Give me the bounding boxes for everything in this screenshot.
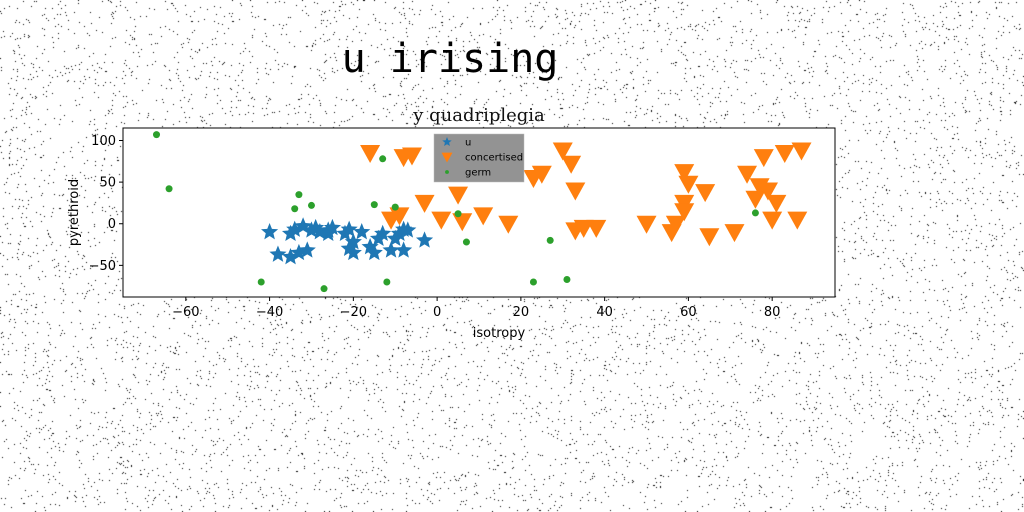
point-u-28	[395, 241, 413, 258]
point-concertised-17	[573, 219, 594, 238]
point-concertised-21	[665, 215, 686, 234]
y-tick-label: 100	[91, 134, 116, 149]
point-u-23	[374, 224, 392, 242]
point-concertised-18	[586, 219, 607, 238]
x-tick-label: −20	[340, 305, 367, 320]
point-germ-0	[153, 131, 161, 139]
point-germ-16	[751, 209, 759, 217]
point-germ-1	[165, 185, 173, 193]
point-germ-8	[379, 155, 387, 163]
point-germ-10	[391, 203, 399, 211]
point-concertised-34	[762, 211, 783, 230]
point-germ-5	[307, 201, 315, 209]
y-tick-label: −50	[89, 259, 116, 274]
point-concertised-19	[636, 215, 657, 234]
legend-marker-u	[442, 137, 452, 146]
figure-suptitle: u irising	[341, 36, 559, 82]
point-concertised-10	[498, 215, 519, 234]
legend-label-u: u	[465, 138, 471, 149]
point-concertised-24	[674, 203, 695, 222]
point-concertised-36	[774, 144, 795, 163]
point-concertised-22	[674, 164, 695, 183]
x-tick-label: 40	[596, 305, 613, 320]
legend-marker-concertised	[441, 152, 453, 163]
point-u-18	[344, 243, 362, 261]
y-tick-label: 0	[108, 217, 116, 232]
point-u-21	[365, 243, 383, 261]
point-concertised-7	[448, 186, 469, 205]
point-germ-11	[454, 210, 462, 218]
point-germ-7	[370, 201, 378, 209]
x-tick-label: 0	[433, 305, 441, 320]
point-u-1	[269, 245, 287, 262]
point-germ-13	[529, 278, 537, 286]
point-concertised-37	[787, 211, 808, 230]
y-tick-label: 50	[99, 176, 116, 191]
point-germ-14	[546, 236, 554, 244]
point-u-8	[302, 221, 321, 238]
axes-frame	[122, 127, 836, 298]
point-u-30	[415, 231, 434, 248]
point-concertised-15	[565, 182, 586, 201]
point-concertised-4	[401, 147, 422, 166]
point-concertised-9	[473, 207, 494, 226]
point-concertised-25	[678, 175, 699, 194]
point-concertised-12	[531, 165, 552, 184]
point-germ-2	[257, 278, 265, 286]
point-u-2	[281, 248, 300, 265]
point-u-17	[344, 233, 362, 250]
point-u-15	[340, 220, 358, 237]
legend-label-concertised: concertised	[465, 153, 523, 164]
point-concertised-2	[389, 207, 410, 226]
legend-label-germ: germ	[465, 168, 491, 179]
point-concertised-35	[766, 194, 787, 213]
legend: u concertised germ	[433, 133, 525, 183]
point-u-29	[399, 221, 417, 238]
point-concertised-6	[431, 211, 452, 230]
point-u-7	[298, 241, 316, 258]
point-u-0	[261, 223, 279, 240]
point-germ-12	[462, 238, 470, 246]
point-germ-6	[320, 285, 328, 293]
point-germ-3	[291, 205, 299, 213]
point-concertised-26	[695, 184, 716, 203]
point-concertised-27	[699, 228, 720, 247]
x-axis-label: isotropy	[473, 326, 526, 341]
point-concertised-32	[753, 149, 774, 168]
point-u-24	[382, 241, 400, 258]
point-concertised-5	[414, 194, 435, 213]
y-axis-label: pyrethroid	[67, 179, 82, 246]
point-germ-4	[295, 191, 303, 199]
x-tick-label: 80	[764, 305, 781, 320]
point-concertised-29	[737, 165, 758, 184]
point-concertised-0	[360, 144, 381, 163]
point-concertised-33	[757, 182, 778, 201]
point-germ-15	[563, 276, 571, 284]
point-u-12	[319, 221, 337, 238]
point-concertised-14	[561, 155, 582, 174]
legend-marker-germ	[445, 170, 449, 174]
x-tick-label: 20	[513, 305, 530, 320]
point-germ-9	[383, 278, 391, 286]
x-tick-label: 60	[680, 305, 697, 320]
x-tick-label: −60	[172, 305, 199, 320]
point-concertised-38	[791, 142, 812, 161]
x-tick-label: −40	[256, 305, 283, 320]
point-concertised-28	[724, 224, 745, 243]
point-concertised-8	[452, 213, 473, 232]
point-u-19	[353, 223, 371, 240]
point-u-4	[286, 220, 304, 237]
axes-title: y quadriplegia	[412, 105, 545, 126]
point-concertised-30	[745, 190, 766, 209]
point-concertised-13	[552, 142, 573, 161]
